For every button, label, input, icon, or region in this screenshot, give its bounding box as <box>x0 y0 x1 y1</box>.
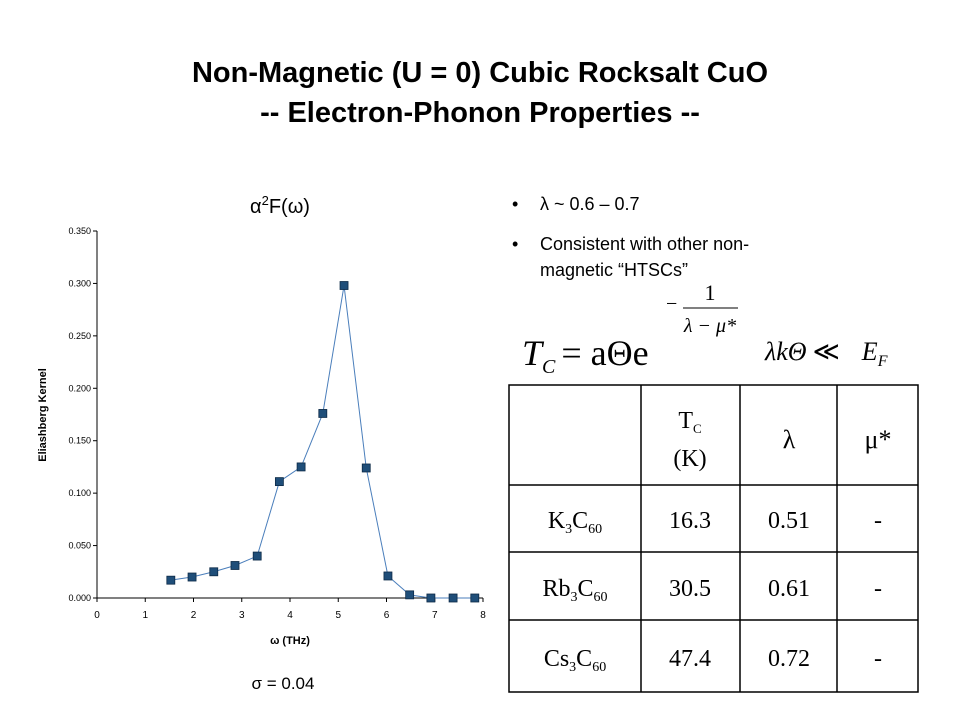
compound-sub: 60 <box>588 522 602 537</box>
marker <box>318 409 328 418</box>
slide-title: Non-Magnetic (U = 0) Cubic Rocksalt CuO <box>192 57 768 89</box>
chart-title-sup: 2 <box>262 193 269 208</box>
compound: K3C60 <box>548 508 602 537</box>
compound-sub: 3 <box>569 660 576 675</box>
x-tick-label: 2 <box>191 610 197 621</box>
table-cell: 0.61 <box>768 576 810 602</box>
formula: λkΘ ≪ EF <box>764 337 888 370</box>
compound-part: Cs <box>544 646 569 672</box>
formula-minus: − <box>666 293 677 315</box>
compound: Cs3C60 <box>544 646 606 675</box>
chart-title-part: α <box>250 196 262 218</box>
bullet-dot: • <box>512 234 518 254</box>
table: TC (K) λ μ* <box>508 384 919 693</box>
y-tick-label: 0.150 <box>68 436 91 446</box>
formula-part: E <box>861 337 878 366</box>
table-cell: - <box>874 508 882 534</box>
formula-part: T <box>522 333 545 373</box>
marker <box>383 571 393 581</box>
header-part: T <box>678 408 693 434</box>
table-header: μ* <box>865 425 892 454</box>
compound-part: C <box>572 508 588 534</box>
y-tick-label: 0.350 <box>68 226 91 236</box>
x-tick-label: 0 <box>94 610 100 621</box>
table-cell: 47.4 <box>669 646 711 672</box>
formula-part: = aΘe <box>561 333 648 373</box>
formula-part: ≪ <box>813 337 840 366</box>
x-tick-label: 4 <box>287 610 293 621</box>
compound-sub: 3 <box>571 590 578 605</box>
x-tick-label: 5 <box>335 610 341 621</box>
compound-sub: 60 <box>592 660 606 675</box>
table-cell: 16.3 <box>669 508 711 534</box>
data-line <box>170 285 475 599</box>
x-tick-label: 8 <box>480 610 486 621</box>
y-axis-label: Eliashberg Kernel <box>37 368 49 462</box>
formula-den: λ − μ* <box>683 315 736 337</box>
bullet: magnetic “HTSCs” <box>540 260 688 280</box>
marker <box>426 593 436 603</box>
table-cell: - <box>874 576 882 602</box>
marker <box>361 463 371 473</box>
chart-title: α2F(ω) <box>250 193 310 218</box>
table-cell: 30.5 <box>669 576 711 602</box>
header-sub: C <box>693 421 702 436</box>
slide-title: -- Electron-Phonon Properties -- <box>260 97 700 129</box>
marker <box>339 281 349 290</box>
compound-sub: 60 <box>594 590 608 605</box>
x-axis-label: ω (THz) <box>270 635 310 647</box>
marker <box>230 561 240 570</box>
bullet-dot: • <box>512 194 518 214</box>
formula: TC = aΘe <box>522 333 649 378</box>
bullet: Consistent with other non- <box>540 234 749 254</box>
marker <box>470 593 480 603</box>
x-tick-label: 1 <box>142 610 148 621</box>
compound-part: C <box>576 646 592 672</box>
y-tick-label: 0.050 <box>68 541 91 551</box>
marker <box>166 575 176 585</box>
marker <box>296 462 306 472</box>
x-tick-label: 7 <box>432 610 438 621</box>
marker <box>187 572 197 582</box>
table-cell: - <box>874 646 882 672</box>
chart-title-part: F(ω) <box>269 196 310 218</box>
annotation: σ = 0.04 <box>252 674 315 693</box>
formula-sub: C <box>542 356 556 378</box>
compound-sub: 3 <box>565 522 572 537</box>
y-tick-label: 0.000 <box>68 593 91 603</box>
formula-num: 1 <box>705 280 716 305</box>
compound-part: K <box>548 508 566 534</box>
table-header: (K) <box>673 446 706 472</box>
marker <box>252 551 262 561</box>
table-cell: 0.72 <box>768 646 810 672</box>
y-tick-label: 0.200 <box>68 383 91 393</box>
formula-part: λkΘ <box>764 337 807 366</box>
y-tick-label: 0.300 <box>68 278 91 288</box>
table-border <box>508 384 919 693</box>
table-header: λ <box>783 425 796 454</box>
y-tick-label: 0.100 <box>68 488 91 498</box>
bullet: λ ~ 0.6 – 0.7 <box>540 194 640 214</box>
marker <box>448 593 458 603</box>
marker <box>405 590 415 600</box>
formula-sub: F <box>877 353 888 370</box>
table-header: TC <box>678 408 701 436</box>
table-cell: 0.51 <box>768 508 810 534</box>
marker <box>209 567 219 577</box>
x-tick-label: 6 <box>384 610 390 621</box>
x-tick-label: 3 <box>239 610 245 621</box>
compound-part: C <box>578 576 594 602</box>
compound: Rb3C60 <box>542 576 607 605</box>
marker <box>274 477 284 487</box>
y-tick-label: 0.250 <box>68 331 91 341</box>
compound-part: Rb <box>542 576 570 602</box>
